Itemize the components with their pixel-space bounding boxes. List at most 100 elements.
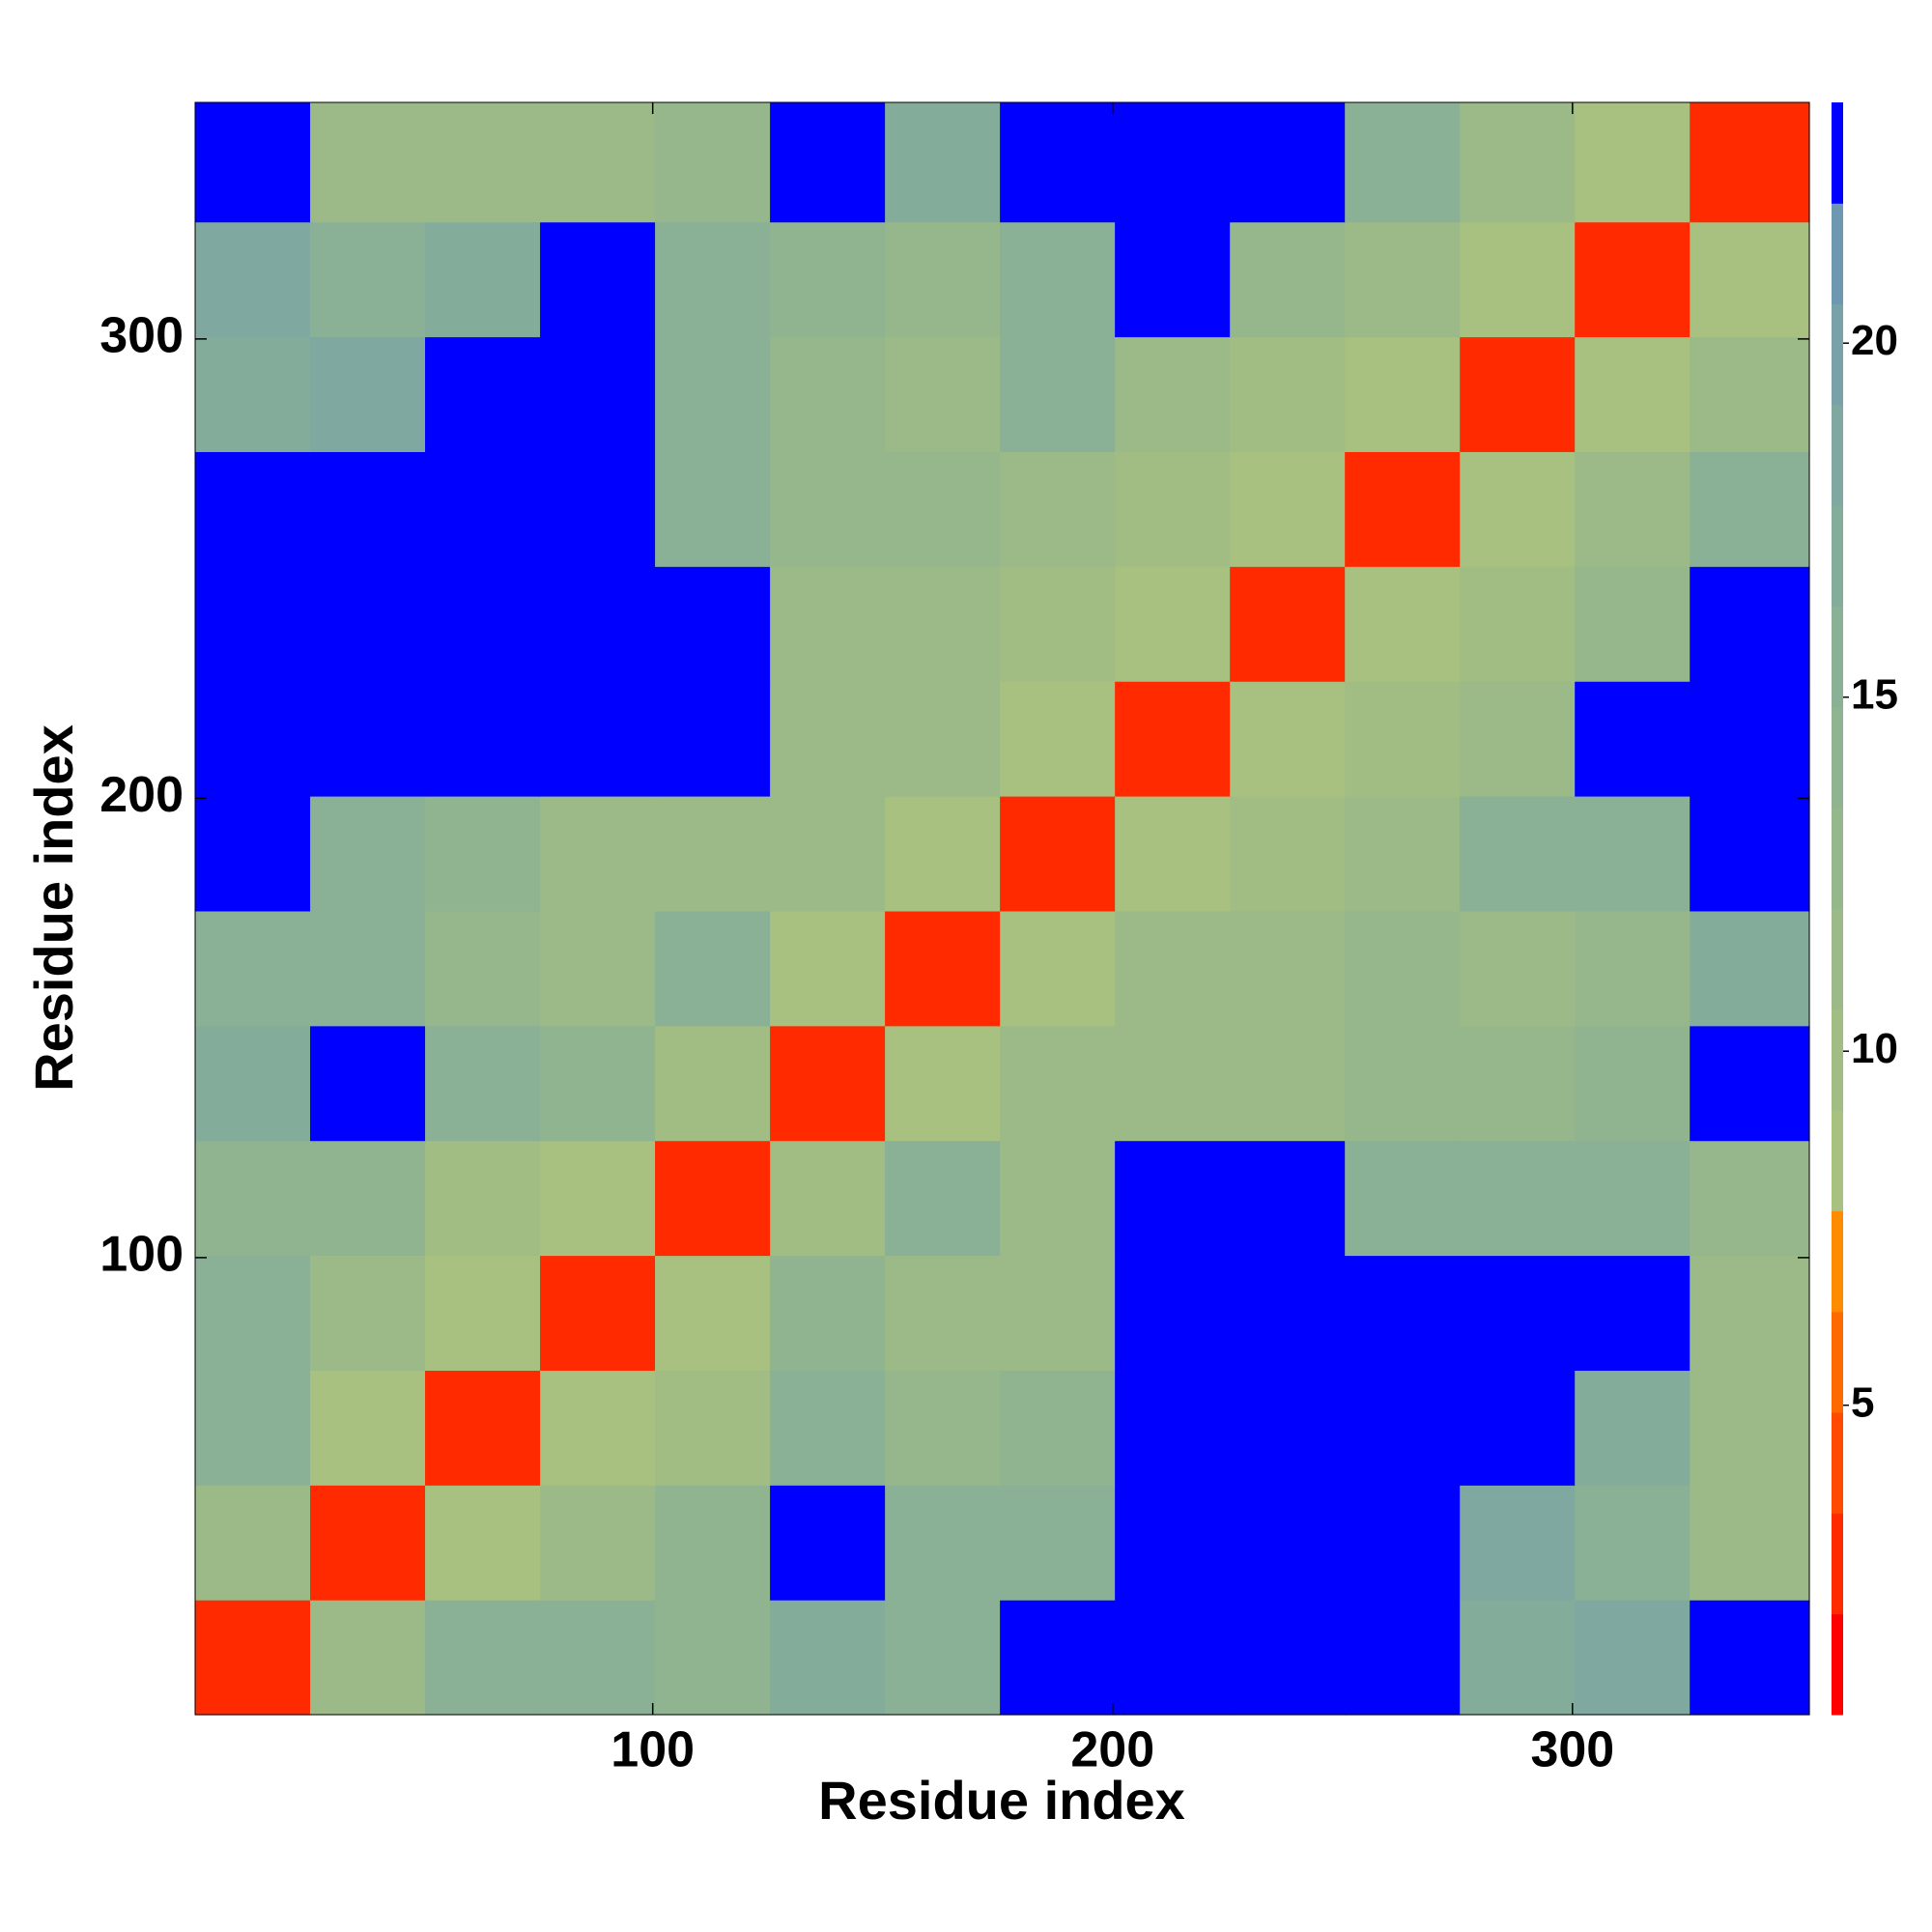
heatmap-cell [540, 796, 656, 912]
heatmap-cell [1345, 451, 1461, 567]
heatmap-cell [655, 1600, 771, 1716]
heatmap-cell [1690, 566, 1810, 682]
y-axis-title: Residue index [23, 724, 84, 1092]
heatmap-cell [425, 1485, 541, 1601]
heatmap-cell [425, 451, 541, 567]
heatmap-cell [1690, 796, 1810, 912]
heatmap-cell [540, 221, 656, 338]
heatmap-cell [425, 1140, 541, 1257]
heatmap-cell [1460, 1140, 1576, 1257]
heatmap-cell [770, 1485, 886, 1601]
heatmap-cell [1115, 796, 1231, 912]
heatmap-cell [1115, 681, 1231, 797]
heatmap-cell [540, 1600, 656, 1716]
heatmap-cell [1460, 566, 1576, 682]
heatmap-cell [770, 221, 886, 338]
heatmap-cell [655, 451, 771, 567]
heatmap-cell [1690, 336, 1810, 452]
heatmap-cell [1115, 221, 1231, 338]
heatmap-cell [1460, 681, 1576, 797]
heatmap-cell [540, 566, 656, 682]
heatmap-cell [1000, 1370, 1116, 1486]
heatmap-cell [885, 1370, 1001, 1486]
colorbar-band [1832, 1009, 1843, 1111]
heatmap-cell [885, 796, 1001, 912]
heatmap-cell [310, 1600, 426, 1716]
heatmap-cell [1345, 681, 1461, 797]
y-tick-label: 100 [99, 1227, 184, 1283]
heatmap-cell [540, 1025, 656, 1142]
heatmap-cell [1115, 1255, 1231, 1371]
heatmap-cell [1575, 1600, 1690, 1716]
heatmap-cell [770, 910, 886, 1027]
heatmap-cell [1230, 336, 1346, 452]
heatmap-cell [885, 910, 1001, 1027]
heatmap-cell [1230, 221, 1346, 338]
plot-frame [194, 101, 1810, 1716]
heatmap-cell [885, 1025, 1001, 1142]
heatmap-cell [425, 1255, 541, 1371]
heatmap-cell [1000, 1485, 1116, 1601]
heatmap-cell [1460, 1255, 1576, 1371]
x-tick-label: 100 [611, 1722, 695, 1778]
heatmap-cell [1115, 1140, 1231, 1257]
heatmap-cell [1115, 566, 1231, 682]
heatmap-cell [885, 1140, 1001, 1257]
heatmap-cell [195, 1370, 311, 1486]
heatmap-cell [425, 102, 541, 223]
heatmap-cell [1230, 1025, 1346, 1142]
heatmap-cell [540, 102, 656, 223]
heatmap-cell [1230, 1140, 1346, 1257]
heatmap-cell [1575, 1485, 1690, 1601]
heatmap-cell [1115, 1600, 1231, 1716]
heatmap-cell [195, 910, 311, 1027]
heatmap-cell [1345, 1485, 1461, 1601]
heatmap-cell [1230, 1370, 1346, 1486]
heatmap-cell [885, 336, 1001, 452]
heatmap-cell [655, 1140, 771, 1257]
heatmap-cell [655, 1255, 771, 1371]
heatmap-cell [655, 910, 771, 1027]
heatmap-cell [655, 1485, 771, 1601]
heatmap-cell [1345, 566, 1461, 682]
heatmap-cell [1230, 102, 1346, 223]
heatmap-cell [1460, 910, 1576, 1027]
heatmap-cell [540, 910, 656, 1027]
heatmap-cell [770, 566, 886, 682]
heatmap-cell [1690, 102, 1810, 223]
heatmap-cell [195, 451, 311, 567]
heatmap-cell [885, 1600, 1001, 1716]
heatmap-cell [540, 1485, 656, 1601]
colorbar-band [1832, 706, 1843, 809]
colorbar-tick-label: 15 [1851, 670, 1898, 718]
heatmap-cell [1115, 910, 1231, 1027]
colorbar-band [1832, 303, 1843, 406]
heatmap-cell [1000, 796, 1116, 912]
heatmap-cell [1460, 451, 1576, 567]
heatmap-cell [310, 1370, 426, 1486]
heatmap-cell [1345, 910, 1461, 1027]
heatmap-cell [1230, 1255, 1346, 1371]
heatmap-cell [1345, 1140, 1461, 1257]
heatmap-cell [195, 566, 311, 682]
heatmap-cell [655, 1370, 771, 1486]
heatmap-cell [310, 221, 426, 338]
heatmap-cell [770, 1255, 886, 1371]
heatmap-cell [770, 1370, 886, 1486]
heatmap-cell [1690, 1485, 1810, 1601]
heatmap-cell [310, 681, 426, 797]
heatmap-cell [425, 910, 541, 1027]
heatmap-cell [195, 1600, 311, 1716]
colorbar-band [1832, 404, 1843, 506]
heatmap-cell [1690, 910, 1810, 1027]
heatmap-cell [770, 451, 886, 567]
colorbar-band [1832, 606, 1843, 708]
heatmap-cell [1690, 1370, 1810, 1486]
heatmap-cell [1230, 566, 1346, 682]
heatmap-cell [425, 1600, 541, 1716]
heatmap-cell [310, 102, 426, 223]
heatmap-cell [770, 336, 886, 452]
heatmap-cell [310, 451, 426, 567]
heatmap-cell [1230, 451, 1346, 567]
heatmap-cell [425, 336, 541, 452]
